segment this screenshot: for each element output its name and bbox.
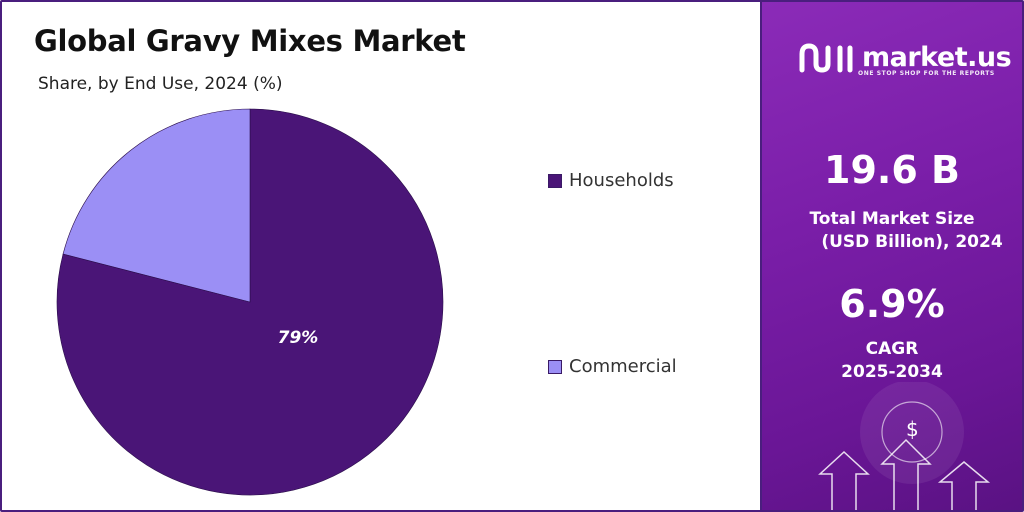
cagr-value: 6.9% (839, 282, 945, 326)
pie-data-labels: 79% (278, 328, 319, 348)
market-size-label-line2: (USD Billion), 2024 (821, 232, 1003, 252)
pie-slice-households[interactable] (56, 108, 444, 496)
legend-swatch-households (548, 173, 562, 188)
brand-tagline: ONE STOP SHOP FOR THE REPORTS (858, 70, 995, 77)
pie-slices (56, 108, 444, 496)
pie-chart: 79% (56, 108, 444, 496)
data-label-households: 79% (278, 328, 319, 348)
chart-subtitle: Share, by End Use, 2024 (%) (38, 74, 283, 94)
pie-slice-commercial[interactable] (62, 108, 251, 303)
legend-item-commercial[interactable]: Commercial (548, 356, 677, 377)
legend-item-households[interactable]: Households (548, 170, 674, 191)
market-size-value: 19.6 B (824, 148, 960, 192)
stats-sidebar: market.us ONE STOP SHOP FOR THE REPORTS … (762, 2, 1022, 510)
chart-panel: Global Gravy Mixes Market Share, by End … (2, 2, 762, 510)
brand-logo[interactable]: market.us (798, 40, 1012, 74)
legend-swatch-commercial (548, 359, 562, 374)
cagr-label-line1: CAGR (865, 339, 919, 359)
market-size-label-line1: Total Market Size (809, 209, 975, 229)
panel-divider (760, 2, 762, 510)
dollar-icon: $ (906, 417, 919, 441)
chart-title: Global Gravy Mixes Market (34, 24, 466, 58)
market-us-logo-icon (799, 43, 853, 73)
brand-name: market.us (862, 41, 1012, 73)
growth-arrows-icon: $ (818, 382, 991, 510)
cagr-label-line2: 2025-2034 (841, 362, 943, 382)
legend-label-commercial: Commercial (569, 356, 677, 377)
legend-label-households: Households (569, 170, 674, 191)
